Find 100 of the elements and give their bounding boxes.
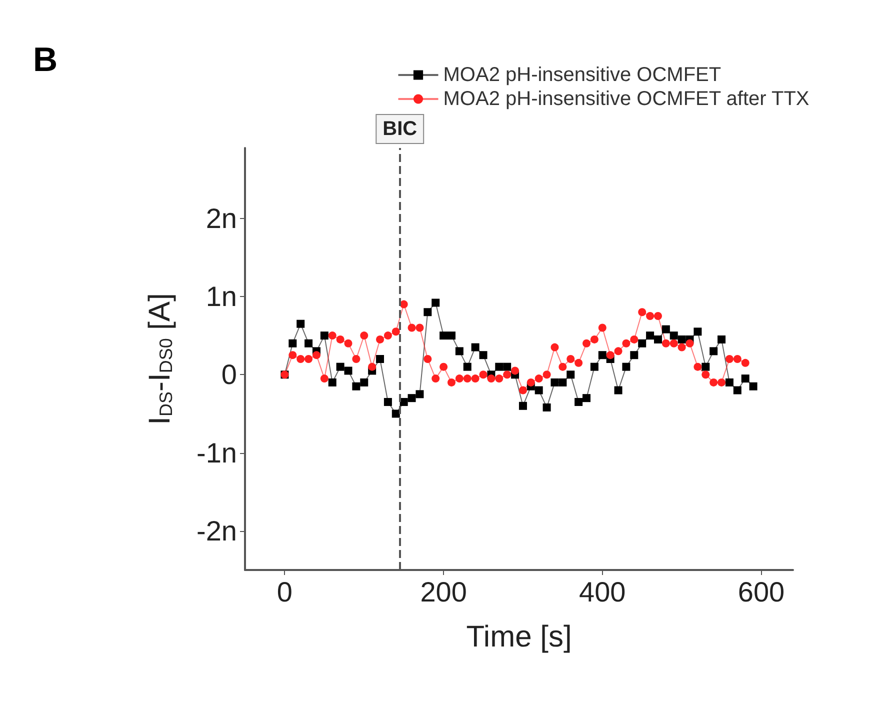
point — [336, 362, 344, 371]
point — [694, 362, 702, 371]
point — [574, 398, 583, 406]
point — [344, 366, 352, 375]
point — [590, 335, 598, 344]
point — [630, 351, 638, 360]
y-tick-label: 1n — [206, 280, 237, 312]
point — [630, 335, 638, 344]
x-tick-label: 600 — [738, 576, 785, 608]
point — [646, 332, 654, 340]
point — [518, 402, 527, 410]
point — [296, 320, 305, 328]
point — [678, 335, 686, 344]
point — [479, 351, 488, 360]
point — [725, 355, 734, 363]
point — [352, 355, 360, 363]
point — [725, 378, 734, 386]
point — [678, 343, 686, 352]
point — [582, 394, 591, 402]
point — [448, 378, 456, 386]
point — [416, 390, 424, 398]
point — [336, 335, 344, 344]
point — [344, 339, 352, 348]
point — [670, 332, 678, 340]
point — [702, 362, 710, 371]
point — [312, 351, 320, 360]
point — [574, 358, 583, 367]
y-tick-label: 0 — [221, 359, 237, 390]
point — [400, 398, 408, 406]
point — [447, 332, 456, 340]
x-tick-label: 200 — [420, 576, 467, 608]
legend-label: MOA2 pH-insensitive OCMFET — [443, 64, 722, 86]
point — [392, 410, 400, 418]
y-tick-label: -2n — [196, 515, 237, 546]
x-tick-label: 0 — [276, 576, 292, 608]
point — [288, 351, 297, 360]
point — [550, 378, 559, 386]
point — [288, 339, 297, 348]
point — [662, 325, 670, 334]
point — [384, 398, 392, 406]
point — [495, 362, 504, 371]
point — [638, 339, 646, 348]
point — [622, 339, 630, 348]
point — [526, 378, 535, 386]
point — [718, 378, 726, 386]
point — [582, 339, 591, 348]
point — [710, 378, 718, 386]
point — [487, 374, 496, 383]
point — [416, 324, 424, 332]
legend-label: MOA2 pH-insensitive OCMFET after TTX — [443, 88, 810, 110]
point — [598, 351, 606, 360]
point — [320, 332, 328, 340]
point — [741, 374, 750, 383]
point — [710, 347, 718, 356]
point — [622, 362, 630, 371]
chart-title: B — [33, 41, 58, 79]
point — [614, 386, 622, 394]
point — [471, 374, 480, 383]
point — [368, 362, 376, 371]
point — [590, 362, 598, 371]
point — [702, 370, 710, 379]
point — [534, 374, 543, 383]
point — [733, 355, 742, 363]
point — [296, 355, 305, 363]
point — [550, 343, 559, 352]
point — [424, 308, 432, 316]
point — [440, 362, 448, 371]
point — [376, 355, 384, 363]
point — [495, 374, 504, 383]
point — [694, 328, 702, 336]
point — [718, 335, 726, 344]
point — [542, 370, 551, 379]
x-tick-label: 400 — [579, 576, 626, 608]
point — [558, 362, 567, 371]
point — [352, 382, 360, 390]
point — [328, 378, 336, 386]
point — [304, 339, 313, 348]
point — [606, 351, 614, 360]
point — [662, 339, 670, 348]
point — [400, 300, 408, 308]
point — [733, 386, 742, 394]
point — [304, 355, 313, 363]
point — [424, 355, 432, 363]
point — [384, 332, 392, 340]
point — [503, 370, 512, 379]
point — [638, 308, 646, 316]
point — [749, 382, 758, 390]
point — [534, 386, 543, 394]
point — [320, 374, 328, 383]
y-tick-label: -1n — [196, 437, 237, 468]
point — [432, 374, 440, 383]
point — [328, 332, 336, 340]
point — [542, 403, 551, 412]
point — [479, 370, 488, 379]
point — [566, 370, 575, 379]
point — [360, 332, 368, 340]
point — [511, 366, 520, 375]
point — [463, 362, 472, 371]
point — [686, 339, 694, 348]
point — [440, 332, 448, 340]
